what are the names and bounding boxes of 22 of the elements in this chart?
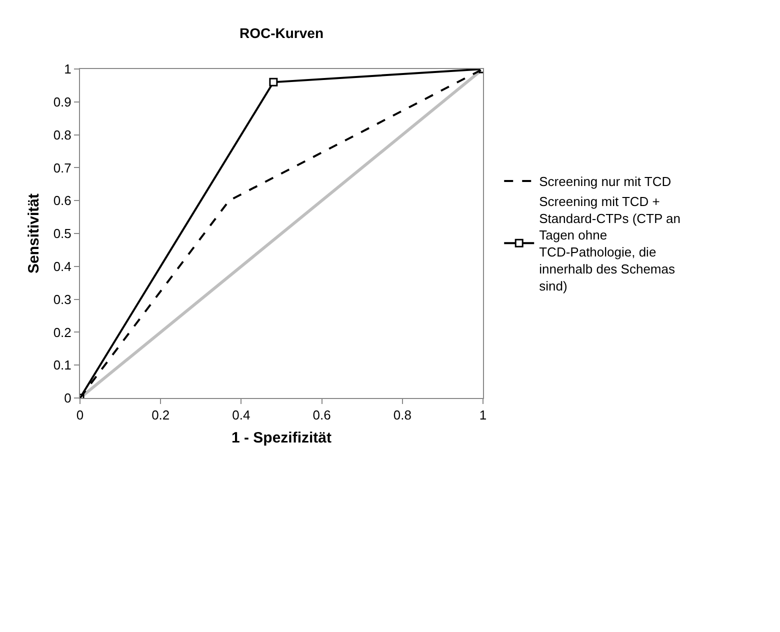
- y-axis-title: Sensitivität: [26, 193, 43, 274]
- y-tick-label: 0.4: [53, 258, 72, 274]
- legend-label: Screening nur mit TCD: [539, 174, 672, 190]
- x-tick-label: 1: [479, 408, 487, 423]
- y-tick-label: 0.3: [53, 292, 72, 307]
- y-tick-label: 0.1: [53, 358, 72, 373]
- y-tick-label: 0.5: [53, 226, 72, 242]
- y-tick-label: 1: [64, 62, 72, 77]
- y-tick-label: 0.9: [53, 94, 72, 110]
- x-tick-label: 0: [76, 408, 84, 423]
- x-tick-label: 0.4: [232, 408, 250, 423]
- x-tick-label: 0.8: [393, 408, 412, 423]
- y-tick-label: 0.8: [53, 127, 72, 142]
- y-tick-label: 0.2: [53, 324, 72, 340]
- y-tick-label: 0.6: [53, 193, 72, 208]
- x-tick-label: 0.2: [152, 408, 170, 423]
- x-tick-label: 0.6: [312, 408, 331, 423]
- chart-title: ROC-Kurven: [239, 25, 324, 42]
- legend-label: Screening mit TCD + Standard-CTPs (CTP an Tagen ohne TCD-Pathologie, die innerhalb des Schemas sind): [539, 194, 680, 294]
- x-axis-title: 1 - Spezifizität: [231, 430, 332, 447]
- y-tick-label: 0: [64, 390, 72, 406]
- y-tick-label: 0.7: [53, 160, 72, 176]
